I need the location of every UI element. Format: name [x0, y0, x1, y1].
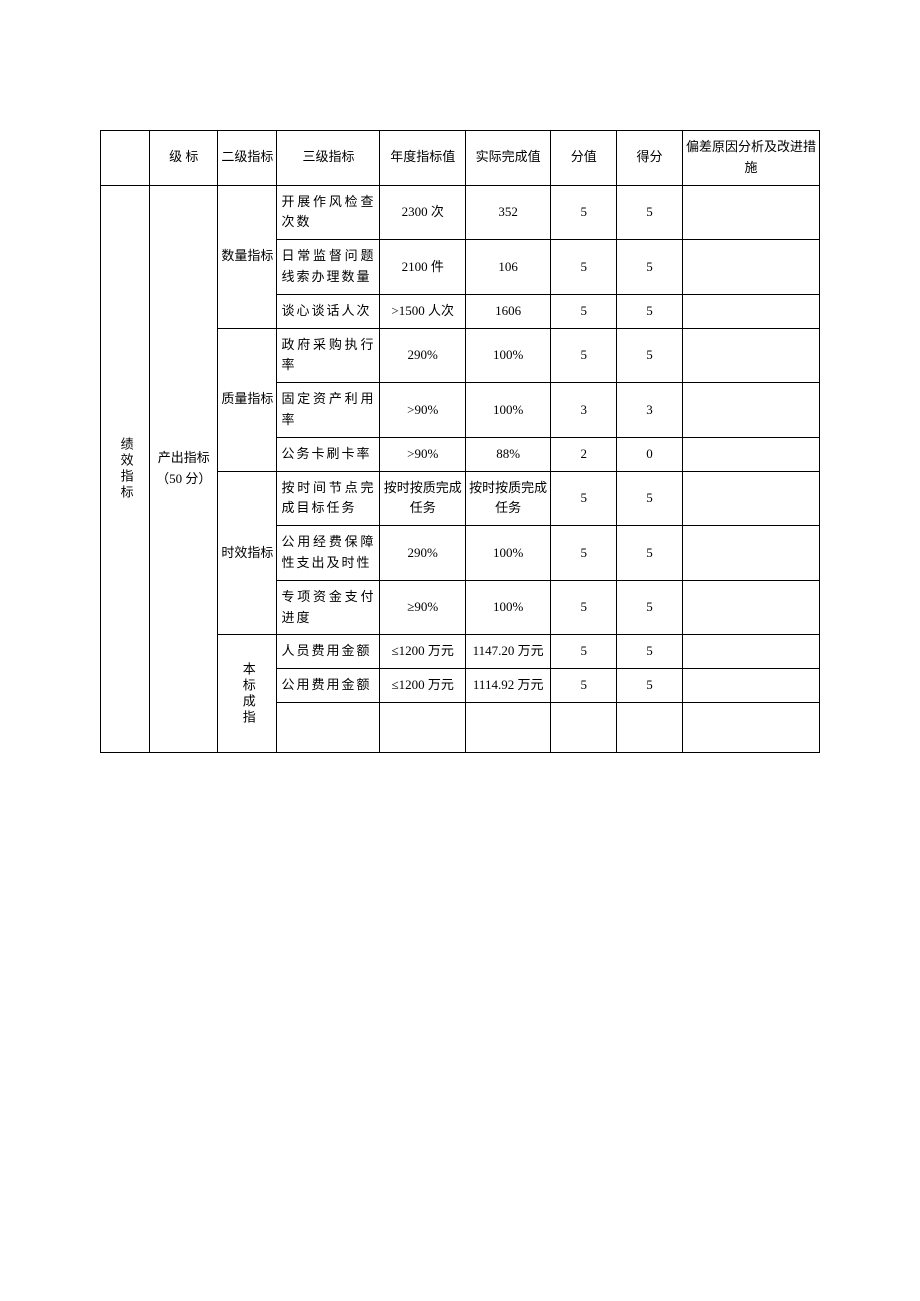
col-header-weight: 分值 — [551, 131, 617, 186]
indicator-note — [682, 240, 819, 295]
indicator-note — [682, 185, 819, 240]
indicator-weight — [551, 702, 617, 752]
indicator-name: 专项资金支付进度 — [277, 580, 380, 635]
indicator-actual: 按时按质完成任务 — [465, 471, 550, 526]
subgroup-label: 质量指标 — [218, 328, 277, 471]
subgroup-label: 时效指标 — [218, 471, 277, 635]
indicator-target: 2300 次 — [380, 185, 465, 240]
indicator-weight: 5 — [551, 240, 617, 295]
indicator-score: 3 — [617, 383, 683, 438]
section-label: 绩效指标 — [101, 185, 150, 752]
indicator-actual: 100% — [465, 580, 550, 635]
indicator-actual: 100% — [465, 526, 550, 581]
indicator-score: 5 — [617, 471, 683, 526]
indicator-actual: 100% — [465, 328, 550, 383]
indicator-target: ≤1200 万元 — [380, 669, 465, 703]
performance-indicator-table: 级 标 二级指标 三级指标 年度指标值 实际完成值 分值 得分 偏差原因分析及改… — [100, 130, 820, 753]
indicator-target: 290% — [380, 526, 465, 581]
indicator-weight: 5 — [551, 294, 617, 328]
indicator-score: 5 — [617, 294, 683, 328]
indicator-actual: 88% — [465, 437, 550, 471]
indicator-weight: 5 — [551, 471, 617, 526]
indicator-score: 5 — [617, 185, 683, 240]
indicator-weight: 5 — [551, 635, 617, 669]
indicator-note — [682, 580, 819, 635]
indicator-weight: 5 — [551, 185, 617, 240]
col-header-l3: 三级指标 — [277, 131, 380, 186]
col-header-note: 偏差原因分析及改进措施 — [682, 131, 819, 186]
indicator-actual: 1147.20 万元 — [465, 635, 550, 669]
col-header-score: 得分 — [617, 131, 683, 186]
subgroup-label: 数量指标 — [218, 185, 277, 328]
col-header-target: 年度指标值 — [380, 131, 465, 186]
indicator-name: 人员费用金额 — [277, 635, 380, 669]
subgroup-label: 本标成指 — [218, 635, 277, 753]
indicator-name: 开展作风检查次数 — [277, 185, 380, 240]
indicator-note — [682, 471, 819, 526]
indicator-score: 5 — [617, 635, 683, 669]
indicator-weight: 5 — [551, 328, 617, 383]
indicator-target: 按时按质完成任务 — [380, 471, 465, 526]
indicator-name: 公务卡刷卡率 — [277, 437, 380, 471]
indicator-actual: 100% — [465, 383, 550, 438]
indicator-note — [682, 437, 819, 471]
indicator-target — [380, 702, 465, 752]
table-body: 级 标 二级指标 三级指标 年度指标值 实际完成值 分值 得分 偏差原因分析及改… — [101, 131, 820, 753]
indicator-name: 固定资产利用率 — [277, 383, 380, 438]
indicator-actual: 1114.92 万元 — [465, 669, 550, 703]
indicator-target: ≥90% — [380, 580, 465, 635]
indicator-score: 5 — [617, 526, 683, 581]
indicator-actual: 352 — [465, 185, 550, 240]
indicator-target: ≤1200 万元 — [380, 635, 465, 669]
group-label: 产出指标（50 分） — [150, 185, 218, 752]
col-header-subgroup: 二级指标 — [218, 131, 277, 186]
indicator-score: 5 — [617, 580, 683, 635]
indicator-name: 按时间节点完成目标任务 — [277, 471, 380, 526]
col-header-section — [101, 131, 150, 186]
indicator-actual: 1606 — [465, 294, 550, 328]
indicator-score: 0 — [617, 437, 683, 471]
indicator-name: 公用费用金额 — [277, 669, 380, 703]
indicator-weight: 5 — [551, 526, 617, 581]
col-header-group: 级 标 — [150, 131, 218, 186]
indicator-score: 5 — [617, 328, 683, 383]
indicator-score — [617, 702, 683, 752]
indicator-name — [277, 702, 380, 752]
indicator-note — [682, 702, 819, 752]
indicator-name: 公用经费保障性支出及时性 — [277, 526, 380, 581]
indicator-target: 290% — [380, 328, 465, 383]
table-row: 绩效指标 产出指标（50 分） 数量指标 开展作风检查次数 2300 次 352… — [101, 185, 820, 240]
indicator-actual: 106 — [465, 240, 550, 295]
indicator-score: 5 — [617, 669, 683, 703]
indicator-weight: 5 — [551, 669, 617, 703]
indicator-weight: 5 — [551, 580, 617, 635]
indicator-note — [682, 328, 819, 383]
indicator-note — [682, 294, 819, 328]
indicator-target: >1500 人次 — [380, 294, 465, 328]
indicator-actual — [465, 702, 550, 752]
indicator-score: 5 — [617, 240, 683, 295]
indicator-target: >90% — [380, 383, 465, 438]
indicator-weight: 3 — [551, 383, 617, 438]
indicator-name: 谈心谈话人次 — [277, 294, 380, 328]
indicator-weight: 2 — [551, 437, 617, 471]
col-header-actual: 实际完成值 — [465, 131, 550, 186]
table-header-row: 级 标 二级指标 三级指标 年度指标值 实际完成值 分值 得分 偏差原因分析及改… — [101, 131, 820, 186]
indicator-name: 政府采购执行率 — [277, 328, 380, 383]
indicator-note — [682, 383, 819, 438]
indicator-note — [682, 669, 819, 703]
indicator-note — [682, 635, 819, 669]
indicator-name: 日常监督问题线索办理数量 — [277, 240, 380, 295]
indicator-target: 2100 件 — [380, 240, 465, 295]
indicator-target: >90% — [380, 437, 465, 471]
indicator-note — [682, 526, 819, 581]
